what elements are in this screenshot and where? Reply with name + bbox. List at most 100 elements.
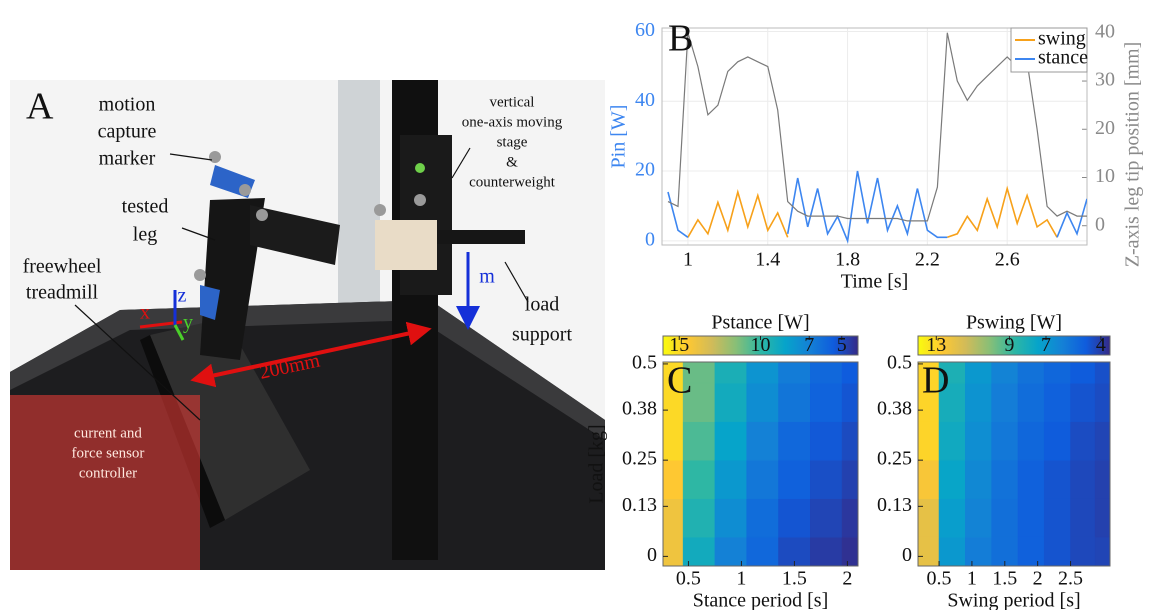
heatmap-cell — [682, 459, 716, 499]
heatmap-cell — [682, 382, 716, 422]
heatmap-cell — [965, 382, 992, 422]
heatmap-cell — [1043, 421, 1071, 461]
heatmap-cell — [938, 421, 966, 461]
x-axis-label: Swing period [s] — [947, 590, 1080, 610]
x-tick-label: 2 — [842, 568, 852, 590]
annotation: counterweight — [469, 174, 556, 190]
x-axis-label: Stance period [s] — [693, 590, 829, 610]
heatmap-cell — [938, 536, 966, 567]
y-tick-label: 0 — [902, 544, 912, 566]
heatmap-cell — [1070, 421, 1096, 461]
y2-tick-label: 30 — [1095, 69, 1115, 91]
y-tick-label: 0.25 — [622, 448, 657, 470]
plot-frame — [661, 27, 1088, 246]
chart: 0.5 1 1.5 2 0 0.13 0.25 0.38 0.5 15 10 7 5 Pstance [W… — [586, 312, 859, 610]
y-tick-label: 20 — [635, 159, 655, 181]
heatmap-cell — [965, 459, 992, 499]
heatmap-cell — [1070, 382, 1096, 422]
heatmap-cell — [810, 498, 843, 538]
colorbar-tick-label: 5 — [837, 334, 847, 356]
photo — [10, 80, 605, 570]
heatmap-cell — [1070, 498, 1096, 538]
y-tick-label: 0 — [645, 228, 655, 250]
y2-axis-label: Z-axis leg tip position [mm] — [1122, 42, 1144, 268]
heatmap-cell — [778, 459, 811, 499]
heatmap-cell — [965, 361, 992, 384]
heatmap-cell — [1043, 382, 1071, 422]
heatmap-cell — [746, 459, 779, 499]
annotation: treadmill — [26, 282, 99, 304]
heatmap-cell — [1094, 421, 1111, 461]
heatmap-cell — [938, 459, 966, 499]
heatmap-cell — [714, 382, 748, 422]
y2-tick-label: 0 — [1095, 213, 1105, 235]
heatmap-cell — [746, 498, 779, 538]
heatmap-cell — [1017, 498, 1045, 538]
heatmap-cell — [965, 421, 992, 461]
heatmap-cell — [662, 421, 684, 461]
panel-label: A — [26, 86, 54, 128]
x-tick-label: 2.6 — [995, 249, 1020, 271]
heatmap-cell — [1094, 498, 1111, 538]
y-axis-label: Load [kg] — [586, 424, 608, 503]
chart: 1 1.4 1.8 2.2 2.6 0 20 40 60 0 10 20 30 40 swingstance… — [608, 18, 1144, 293]
y2-tick-label: 20 — [1095, 117, 1115, 139]
annotation: force sensor — [72, 445, 145, 461]
y-tick-label: 0.38 — [622, 398, 657, 420]
annotation: controller — [79, 465, 137, 481]
series-line — [687, 185, 1058, 239]
heatmap-cell — [714, 498, 748, 538]
heatmap-cell — [1070, 361, 1096, 384]
colorbar-tick-label: 10 — [751, 334, 771, 356]
y-tick-label: 0 — [647, 544, 657, 566]
heatmap-cell — [746, 536, 779, 567]
heatmap-cell — [1043, 498, 1071, 538]
x-tick-label: 1.8 — [835, 249, 860, 271]
annotation: motion — [99, 94, 156, 116]
heatmap-cell — [1070, 536, 1096, 567]
y-tick-label: 0.5 — [632, 352, 657, 374]
x-tick-label: 2.5 — [1058, 568, 1083, 590]
annotation: load — [525, 294, 559, 316]
heatmap-cell — [778, 498, 811, 538]
heatmap-cell — [938, 498, 966, 538]
heatmap-cell — [1094, 536, 1111, 567]
heatmap-cell — [1017, 536, 1045, 567]
colorbar-tick-label: 13 — [926, 334, 946, 356]
heatmap-cell — [1070, 459, 1096, 499]
heatmap-cell — [1094, 361, 1111, 384]
annotation: freewheel — [23, 256, 102, 278]
heatmap-cell — [778, 421, 811, 461]
annotation: marker — [99, 148, 156, 170]
y-tick-label: 0.5 — [887, 352, 912, 374]
heatmap-cell — [810, 421, 843, 461]
annotation: vertical — [490, 94, 535, 110]
heatmap-cell — [714, 361, 748, 384]
annotation: y — [183, 312, 193, 334]
heatmap-cell — [917, 536, 940, 567]
plot-frame — [662, 361, 859, 567]
x-tick-label: 0.5 — [927, 568, 952, 590]
y-tick-label: 0.13 — [622, 494, 657, 516]
heatmap-cell — [1043, 361, 1071, 384]
heatmap-cell — [917, 459, 940, 499]
annotation: current and — [74, 425, 142, 441]
heatmap-cell — [714, 536, 748, 567]
colorbar-tick-label: 7 — [1041, 334, 1051, 356]
y-tick-label: 0.13 — [877, 494, 912, 516]
panel-label: B — [668, 18, 693, 60]
colorbar-tick-label: 15 — [669, 334, 689, 356]
heatmap-cell — [682, 536, 716, 567]
heatmap-cell — [991, 382, 1019, 422]
annotation: stage — [497, 134, 528, 150]
colorbar — [917, 335, 1111, 356]
heatmap-cell — [1094, 459, 1111, 499]
annotation: x — [140, 302, 150, 324]
legend-label: swing — [1038, 28, 1086, 50]
panel-label: C — [667, 360, 692, 402]
y-tick-label: 0.25 — [877, 448, 912, 470]
colorbar-tick-label: 4 — [1096, 334, 1106, 356]
x-tick-label: 1.5 — [782, 568, 807, 590]
y2-tick-label: 40 — [1095, 20, 1115, 42]
heatmap-cell — [810, 361, 843, 384]
